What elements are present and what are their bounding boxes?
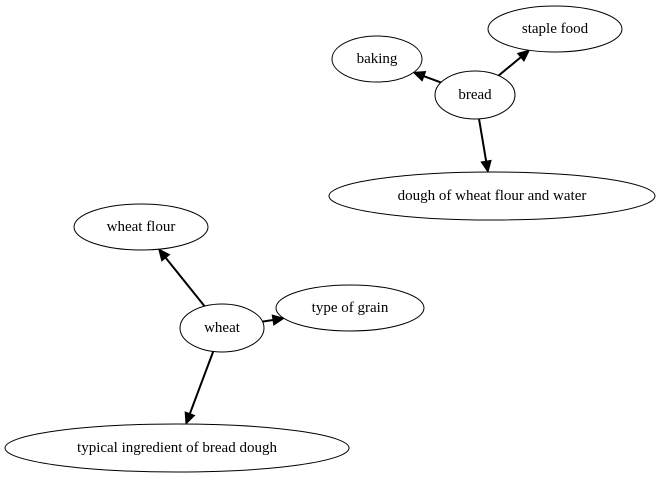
edge-wheat-to-type_of_grain — [262, 314, 286, 326]
edge-line — [497, 56, 522, 77]
node-ellipse — [331, 35, 423, 83]
node-label: type of grain — [312, 300, 389, 316]
edge-line — [164, 257, 206, 307]
arrowhead-icon — [271, 314, 286, 326]
node-ellipse — [434, 70, 516, 120]
edge-line — [188, 351, 215, 415]
edge-bread-to-baking — [412, 70, 442, 84]
arrowhead-icon — [158, 248, 171, 262]
edges-layer — [158, 49, 531, 426]
node-label: baking — [357, 51, 398, 67]
edge-wheat-to-typical_ingredient — [184, 351, 215, 426]
node-ellipse — [179, 303, 265, 353]
edge-line — [478, 118, 488, 162]
node-wheat: wheat — [179, 303, 265, 353]
edge-line — [262, 319, 274, 323]
node-type-of-grain: type of grain — [275, 284, 425, 332]
node-ellipse — [275, 284, 425, 332]
edge-wheat-to-wheat_flour — [158, 248, 206, 307]
arrowhead-icon — [184, 411, 196, 426]
arrowhead-icon — [480, 159, 492, 174]
node-label: wheat flour — [107, 219, 176, 235]
arrowhead-icon — [412, 70, 427, 82]
node-staple-food: staple food — [487, 5, 623, 53]
arrowhead-icon — [516, 49, 531, 63]
nodes-layer: bread baking staple food dough of wheat flo… — [4, 5, 656, 473]
node-label: staple food — [522, 21, 589, 37]
edge-bread-to-dough — [478, 118, 492, 174]
node-bread: bread — [434, 70, 516, 120]
edge-bread-to-staple_food — [497, 49, 531, 77]
node-label: wheat — [204, 320, 241, 336]
node-dough: dough of wheat flour and water — [328, 171, 656, 221]
node-label: typical ingredient of bread dough — [77, 440, 277, 456]
node-label: dough of wheat flour and water — [398, 188, 587, 204]
node-ellipse — [4, 423, 350, 473]
node-ellipse — [328, 171, 656, 221]
node-label: bread — [458, 87, 492, 103]
node-ellipse — [73, 203, 209, 251]
node-ellipse — [487, 5, 623, 53]
node-wheat-flour: wheat flour — [73, 203, 209, 251]
edge-line — [423, 75, 442, 84]
node-typical-ingredient: typical ingredient of bread dough — [4, 423, 350, 473]
node-baking: baking — [331, 35, 423, 83]
